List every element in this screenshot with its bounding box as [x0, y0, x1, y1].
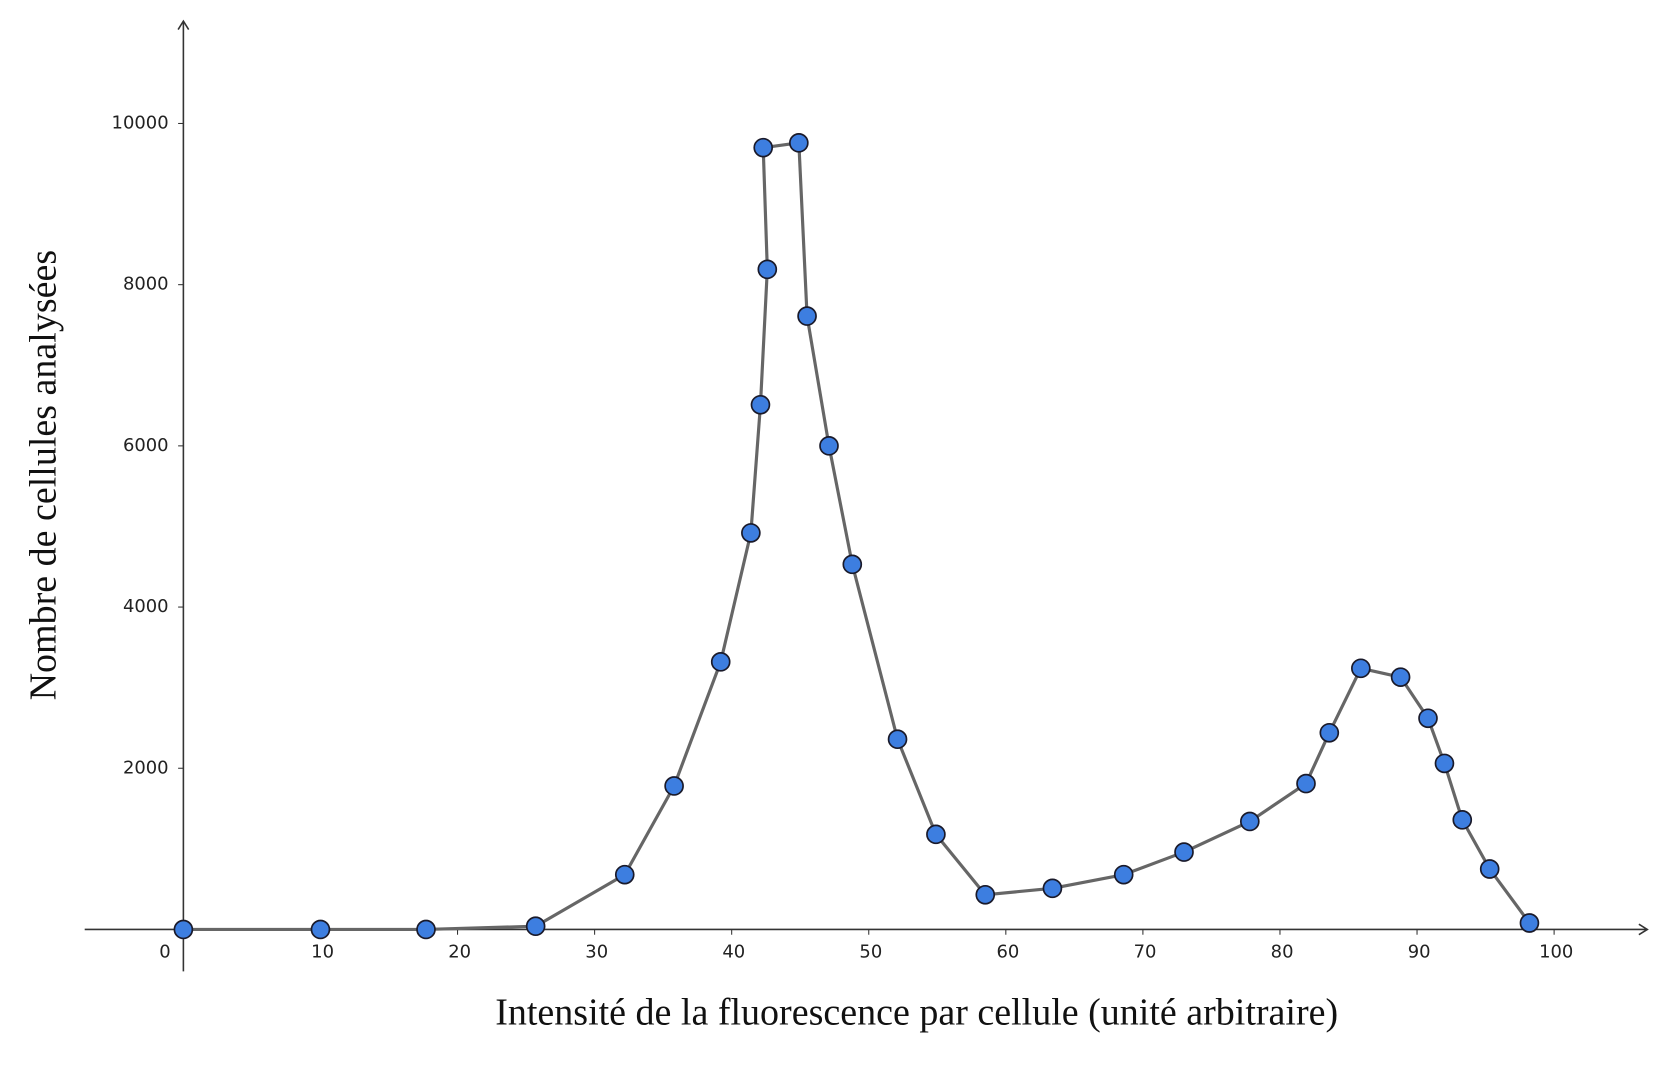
data-point — [1042, 878, 1063, 899]
data-point — [614, 864, 635, 885]
y-tick-label: 10000 — [112, 112, 169, 133]
y-axis-arrow — [177, 19, 190, 30]
x-tick-label: 40 — [722, 942, 745, 963]
x-tick-label: 70 — [1134, 942, 1157, 963]
data-point — [1319, 722, 1340, 743]
data-point — [310, 919, 331, 940]
data-point — [1418, 708, 1438, 729]
data-point — [789, 132, 809, 153]
data-point — [1479, 859, 1500, 879]
data-point — [173, 919, 194, 940]
data-point — [416, 919, 436, 940]
data-point — [1239, 811, 1260, 832]
data-point — [1390, 667, 1411, 687]
data-point — [525, 916, 546, 937]
data-point — [797, 306, 817, 326]
data-point — [1351, 658, 1371, 679]
data-point — [757, 259, 778, 280]
data-point — [1452, 810, 1473, 830]
data-point — [710, 652, 731, 672]
data-point — [1519, 913, 1540, 933]
y-tick-label: 8000 — [123, 274, 169, 295]
x-tick-label: 60 — [997, 942, 1020, 963]
x-tick-label: 100 — [1539, 942, 1573, 963]
y-tick-label: 2000 — [123, 757, 169, 778]
data-point — [842, 554, 863, 575]
data-point — [753, 137, 774, 158]
x-tick-label: 0 — [159, 942, 170, 963]
data-point — [1113, 864, 1134, 885]
y-tick-label: 6000 — [123, 435, 169, 456]
y-tick-label: 4000 — [123, 596, 169, 617]
x-axis-title: Intensité de la fluorescence par cellule… — [495, 991, 1338, 1033]
x-tick-label: 30 — [585, 942, 608, 963]
x-tick-label: 20 — [448, 942, 471, 963]
series-line — [183, 141, 1531, 932]
data-point — [750, 394, 771, 415]
x-tick-label: 50 — [859, 942, 882, 963]
y-axis-title: Nombre de cellules analysées — [22, 250, 64, 701]
x-tick-label: 90 — [1408, 942, 1431, 963]
data-point — [887, 729, 908, 750]
data-point — [664, 776, 684, 796]
data-point — [926, 824, 946, 845]
data-point — [819, 436, 839, 456]
data-point — [741, 523, 761, 543]
data-point — [1174, 842, 1194, 862]
data-point — [1434, 753, 1455, 774]
x-axis-arrow — [1638, 923, 1649, 936]
data-point — [975, 884, 996, 905]
x-tick-label: 80 — [1271, 942, 1294, 963]
data-point — [1296, 773, 1316, 794]
x-tick-label: 10 — [311, 942, 334, 963]
